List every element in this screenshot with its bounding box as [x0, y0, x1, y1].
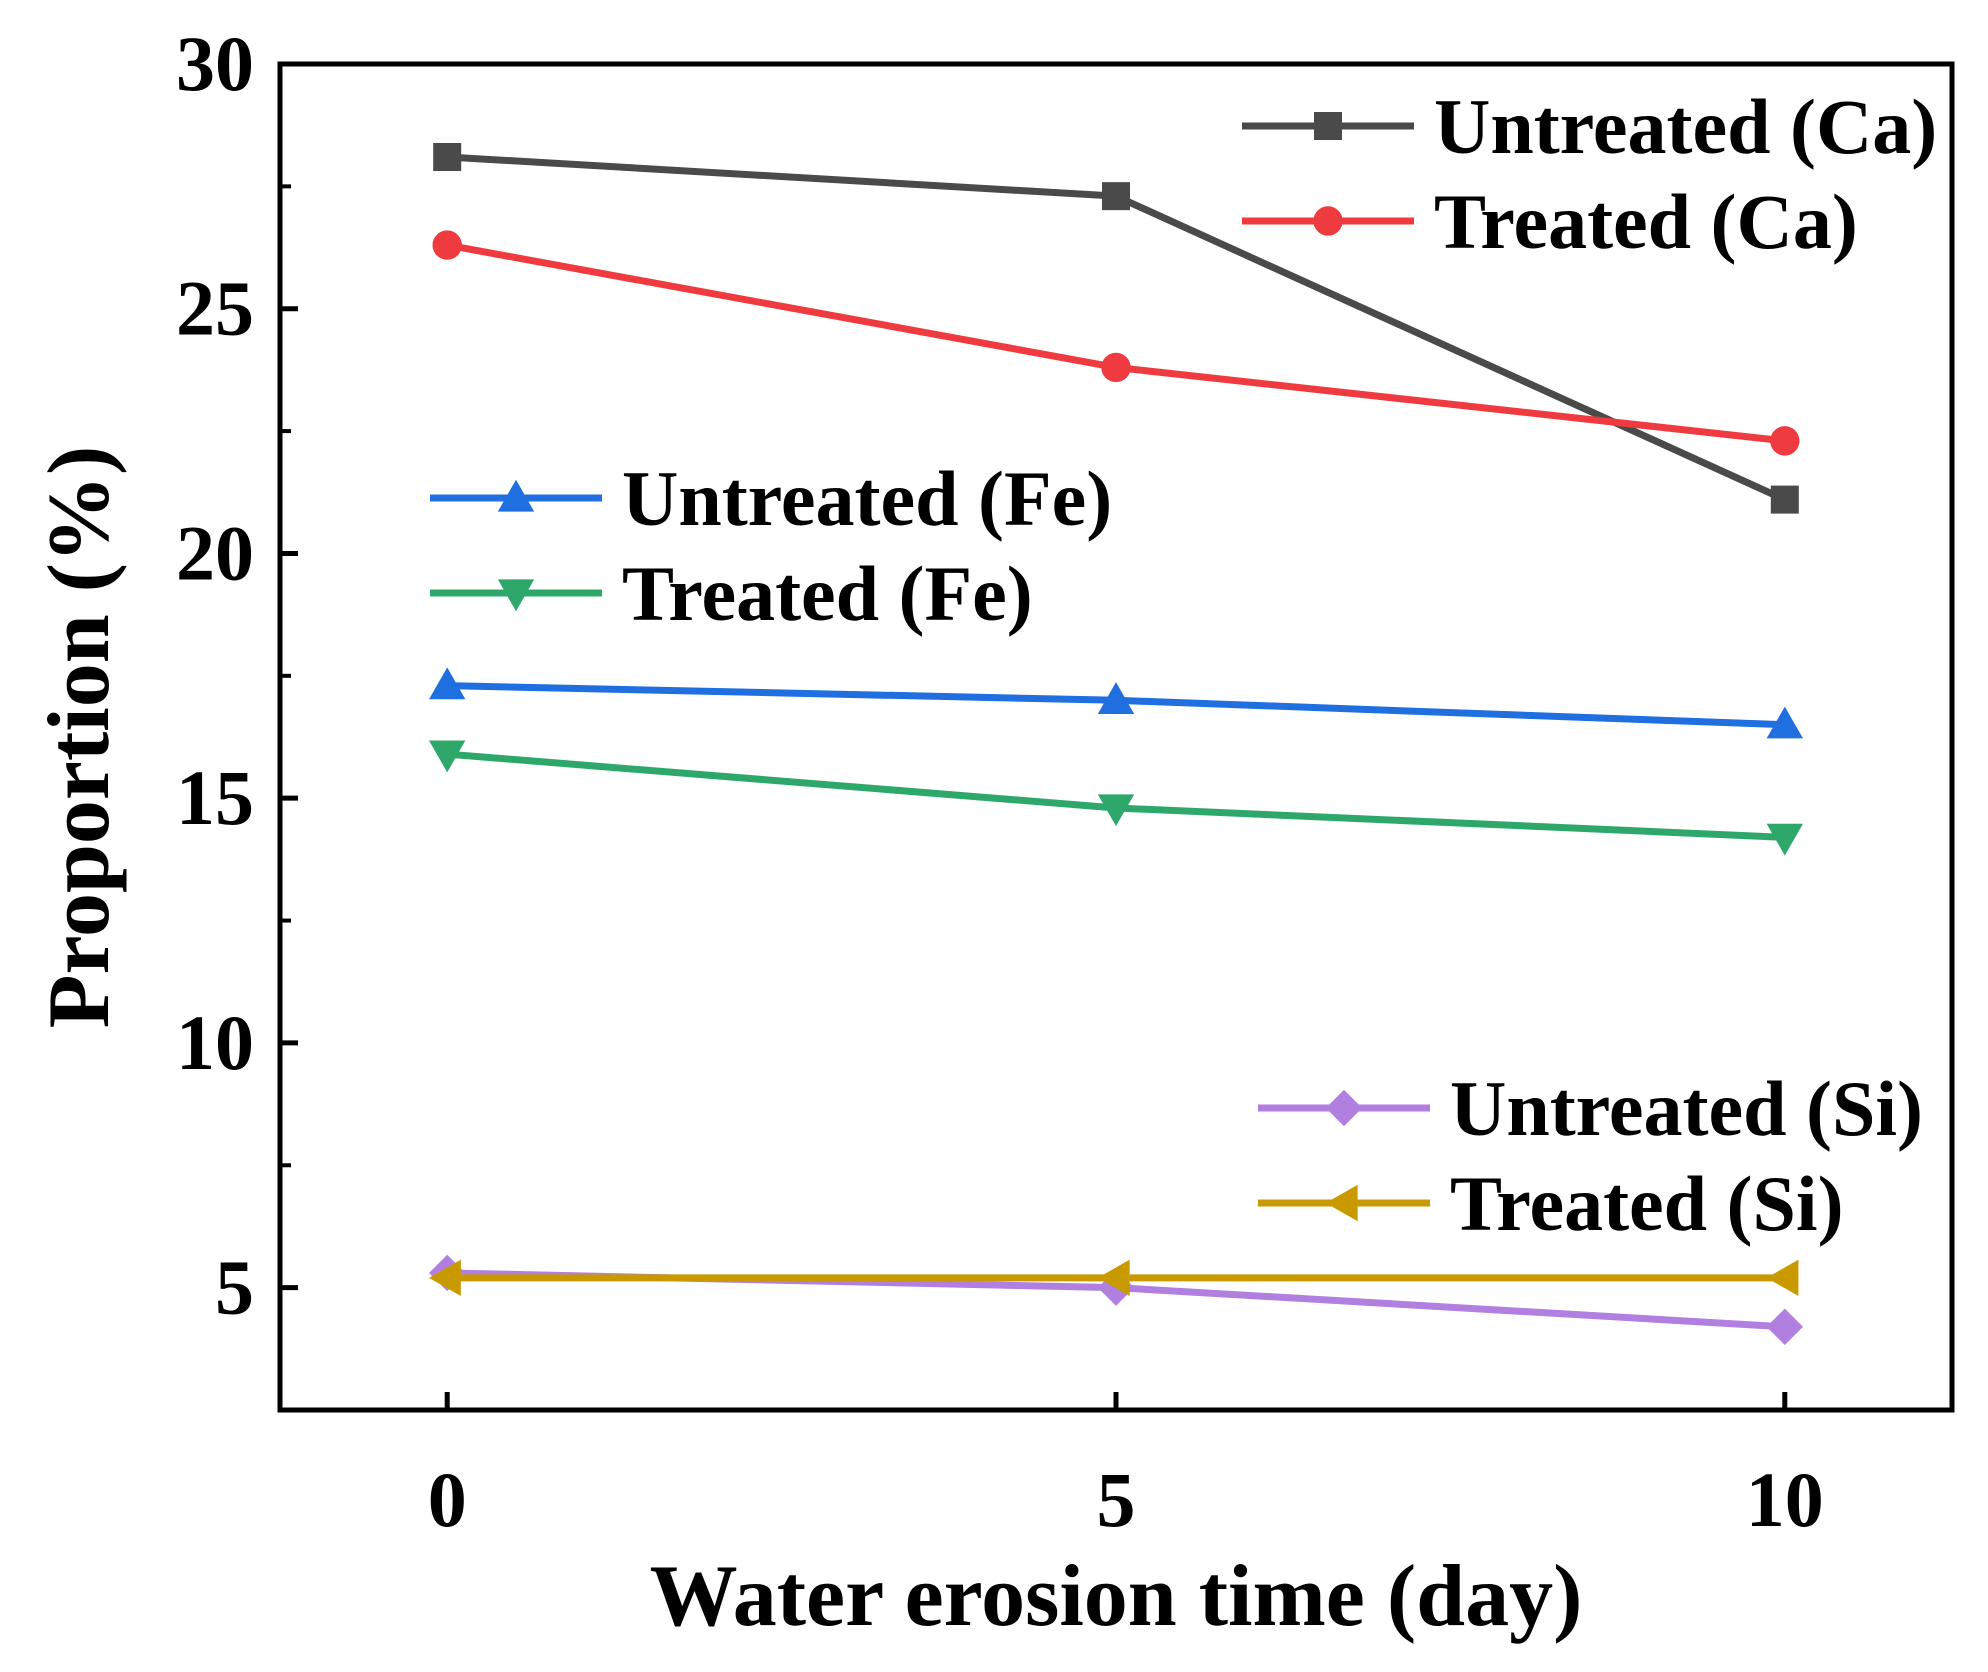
y-tick-label: 10: [176, 999, 254, 1086]
plot-area-frame: [277, 61, 1955, 1413]
series-treated-si: [429, 1259, 1799, 1297]
x-tick-label: 10: [1746, 1456, 1824, 1543]
legend-untreated-si: Untreated (Si): [1258, 1065, 1923, 1152]
series-treated-ca-point: [432, 230, 462, 260]
legend-untreated-fe-marker: [497, 479, 535, 512]
series-untreated-si-point: [1766, 1308, 1803, 1345]
legend-treated-ca: Treated (Ca): [1242, 178, 1858, 265]
series-untreated-ca-point: [1770, 485, 1799, 514]
series-treated-ca-point: [1101, 352, 1131, 383]
series-untreated-ca-point: [433, 142, 462, 171]
legend-treated-si-label: Treated (Si): [1450, 1160, 1844, 1247]
legend-treated-ca-label: Treated (Ca): [1434, 178, 1858, 265]
series-untreated-ca: [433, 142, 1799, 514]
y-axis-ticks: 5 10 15 20 25 30: [176, 20, 298, 1331]
legend-untreated-si-label: Untreated (Si): [1450, 1065, 1923, 1152]
series-treated-si-point: [429, 1259, 461, 1297]
legend-untreated-ca-label: Untreated (Ca): [1434, 83, 1937, 170]
x-tick-label: 0: [428, 1456, 467, 1543]
y-tick-label: 5: [215, 1244, 254, 1331]
series-treated-fe-point: [429, 740, 466, 773]
series-untreated-ca-point: [1102, 182, 1130, 211]
legend-treated-ca-marker: [1313, 206, 1343, 236]
legend-untreated-ca-marker: [1314, 112, 1342, 140]
legend-treated-fe-label: Treated (Fe): [622, 550, 1033, 637]
legend-treated-si: Treated (Si): [1258, 1160, 1844, 1247]
series-untreated-fe-point: [429, 667, 466, 700]
legend-untreated-fe: Untreated (Fe): [430, 455, 1112, 542]
legend-treated-si-marker: [1325, 1184, 1358, 1222]
series-treated-si-point: [1097, 1259, 1130, 1297]
series-untreated-fe-point: [1097, 682, 1135, 714]
x-axis-label: Water erosion time (day): [650, 1548, 1583, 1645]
y-tick-label: 30: [176, 20, 254, 107]
series-treated-si-point: [1766, 1259, 1799, 1297]
y-axis-label: Proportion (%): [31, 446, 128, 1029]
series-layer: [429, 142, 1803, 1345]
legend-treated-fe-marker: [497, 579, 535, 612]
series-treated-ca-point: [1770, 426, 1800, 456]
legend-group-upper-left: Untreated (Fe)Treated (Fe): [430, 455, 1112, 637]
y-tick-label: 20: [176, 509, 254, 596]
legend-group-bottom-right: Untreated (Si)Treated (Si): [1258, 1065, 1923, 1247]
legend-untreated-fe-label: Untreated (Fe): [622, 455, 1112, 542]
y-tick-label: 25: [176, 265, 254, 352]
legend-untreated-si-marker: [1325, 1089, 1363, 1127]
y-tick-label: 15: [176, 754, 254, 841]
series-treated-ca: [432, 230, 1800, 456]
legend: Untreated (Ca)Treated (Ca) Untreated (Fe)…: [430, 83, 1937, 1247]
series-untreated-fe: [429, 667, 1803, 739]
series-untreated-fe-point: [1766, 706, 1803, 739]
legend-treated-fe: Treated (Fe): [430, 550, 1033, 637]
x-axis-ticks: 0 5 10: [428, 1392, 1824, 1543]
series-treated-fe-point: [1766, 823, 1803, 856]
series-treated-fe: [429, 740, 1803, 856]
legend-group-top-right: Untreated (Ca)Treated (Ca): [1242, 83, 1937, 265]
legend-untreated-ca: Untreated (Ca): [1242, 83, 1937, 170]
series-treated-fe-point: [1097, 794, 1135, 827]
x-tick-label: 5: [1097, 1456, 1136, 1543]
